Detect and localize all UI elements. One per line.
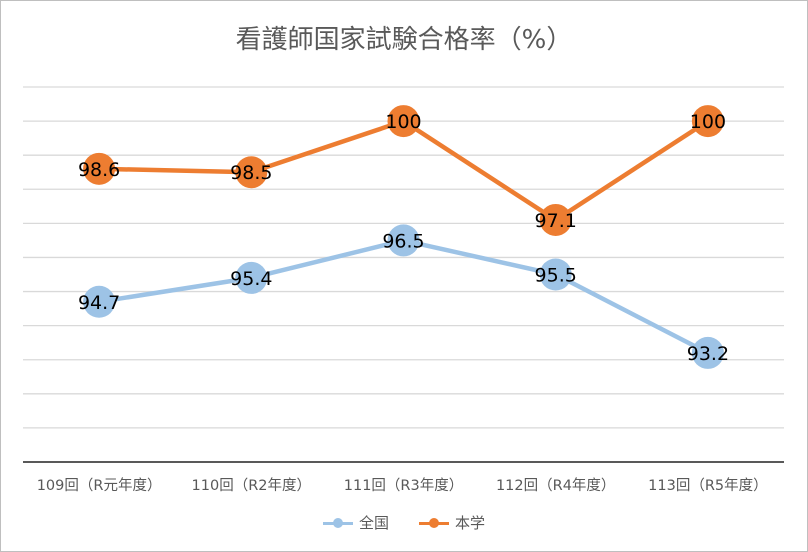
legend-label: 全国 [358,514,389,532]
data-point [691,105,724,138]
legend-swatch [322,516,353,530]
data-point [235,156,268,189]
data-point [691,336,724,369]
data-label: 97.1 [535,210,577,232]
data-label: 93.2 [687,343,729,365]
data-label: 96.5 [382,230,424,252]
data-point [235,261,268,294]
data-label: 98.6 [78,159,120,181]
legend-marker [332,517,343,528]
data-point [387,105,420,138]
data-point [539,258,572,291]
legend-marker [429,517,439,528]
x-tick-label: 113回（R5年度） [648,477,767,494]
data-point [83,285,116,318]
data-label: 95.4 [230,268,272,290]
legend-item: 全国 [322,512,389,533]
data-point [539,203,572,236]
legend-swatch [419,516,449,530]
data-label: 98.5 [230,162,272,184]
data-label: 100 [690,111,726,133]
x-tick-label: 110回（R2年度） [192,477,311,494]
data-point [387,224,420,257]
data-label: 95.5 [535,265,577,287]
data-label: 94.7 [78,292,120,314]
x-tick-label: 112回（R4年度） [496,477,615,494]
legend-label: 本学 [455,514,486,532]
legend-item: 本学 [419,512,485,533]
x-tick-label: 111回（R3年度） [344,477,463,494]
x-tick-label: 109回（R元年度） [37,477,162,494]
data-label: 100 [385,111,421,133]
data-point [83,152,116,185]
chart-title: 看護師国家試験合格率（%） [235,25,573,55]
legend: 全国 本学 [1,512,807,533]
